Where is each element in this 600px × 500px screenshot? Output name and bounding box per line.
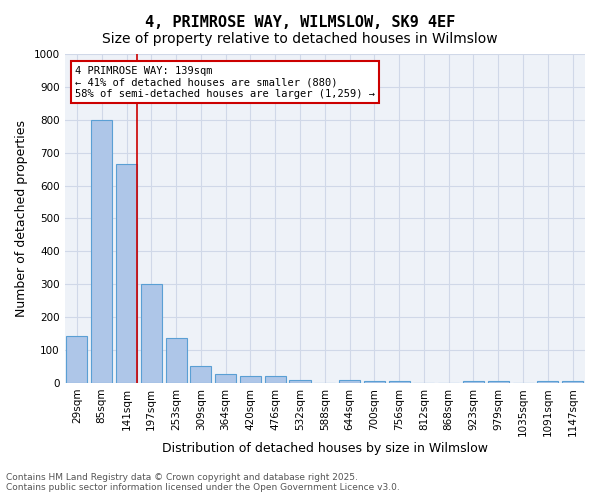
Bar bbox=[364, 381, 385, 383]
Bar bbox=[562, 381, 583, 383]
Bar bbox=[116, 164, 137, 383]
Bar bbox=[67, 336, 88, 383]
Bar bbox=[265, 376, 286, 383]
Bar bbox=[537, 381, 559, 383]
Bar bbox=[463, 381, 484, 383]
Bar bbox=[389, 381, 410, 383]
Text: Contains HM Land Registry data © Crown copyright and database right 2025.
Contai: Contains HM Land Registry data © Crown c… bbox=[6, 473, 400, 492]
X-axis label: Distribution of detached houses by size in Wilmslow: Distribution of detached houses by size … bbox=[162, 442, 488, 455]
Bar bbox=[91, 120, 112, 383]
Bar bbox=[141, 284, 162, 383]
Bar bbox=[339, 380, 360, 383]
Bar bbox=[488, 381, 509, 383]
Y-axis label: Number of detached properties: Number of detached properties bbox=[15, 120, 28, 317]
Text: 4 PRIMROSE WAY: 139sqm
← 41% of detached houses are smaller (880)
58% of semi-de: 4 PRIMROSE WAY: 139sqm ← 41% of detached… bbox=[75, 66, 375, 98]
Bar bbox=[166, 338, 187, 383]
Bar bbox=[289, 380, 311, 383]
Bar bbox=[215, 374, 236, 383]
Bar bbox=[190, 366, 211, 383]
Bar bbox=[240, 376, 261, 383]
Text: Size of property relative to detached houses in Wilmslow: Size of property relative to detached ho… bbox=[102, 32, 498, 46]
Text: 4, PRIMROSE WAY, WILMSLOW, SK9 4EF: 4, PRIMROSE WAY, WILMSLOW, SK9 4EF bbox=[145, 15, 455, 30]
